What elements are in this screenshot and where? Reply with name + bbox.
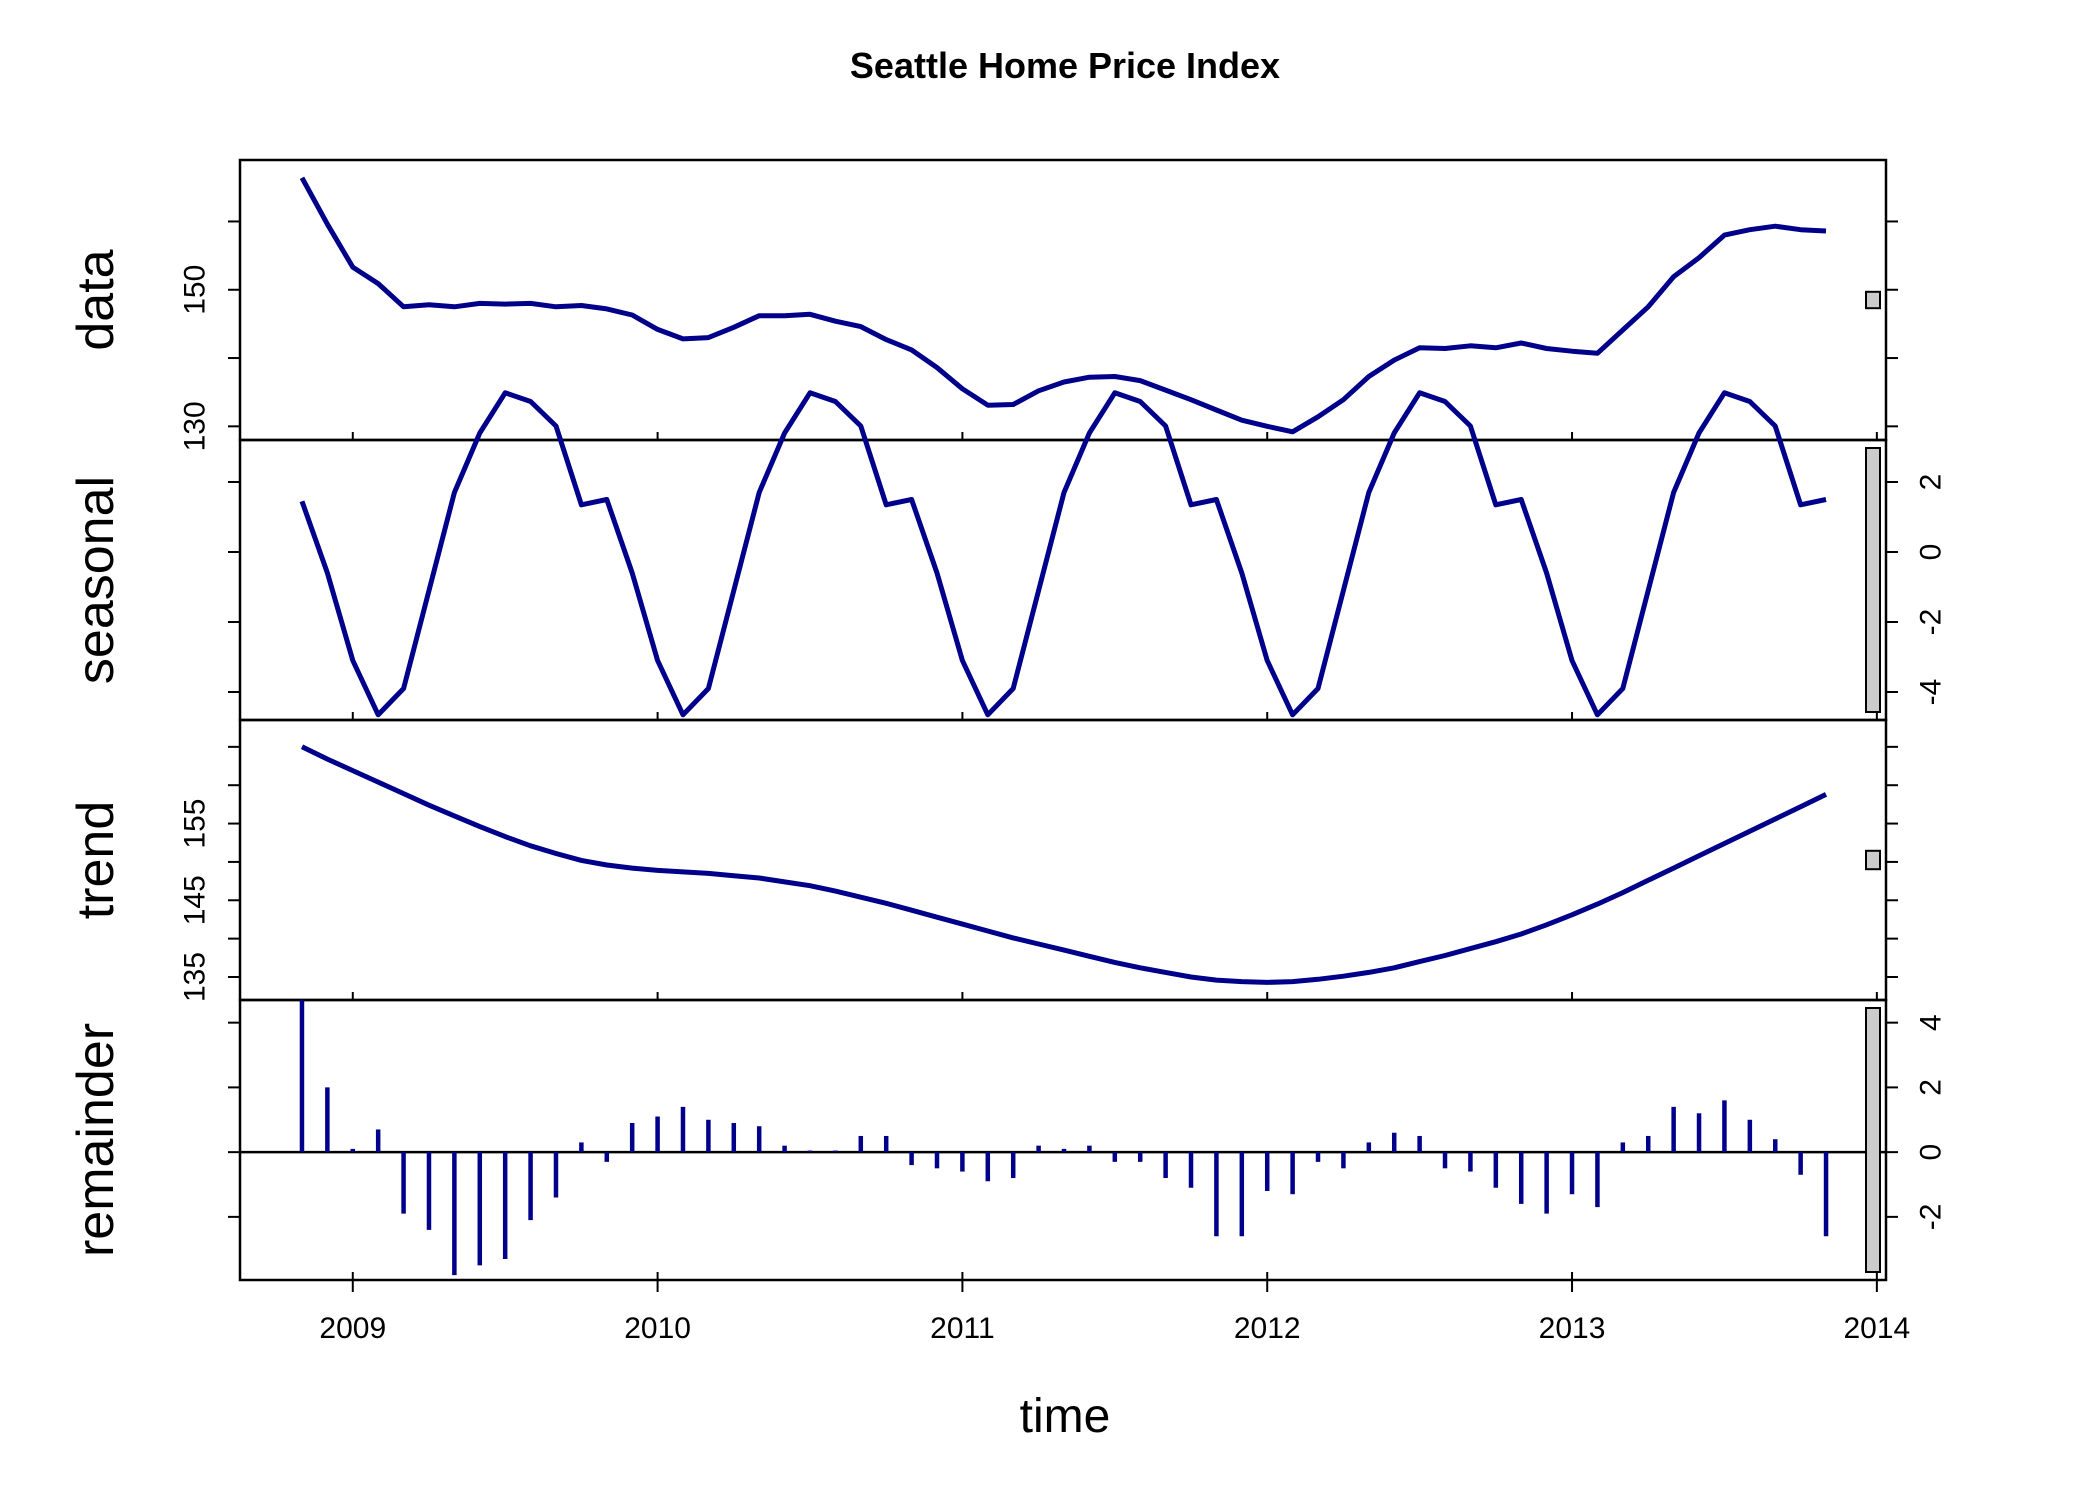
y-tick-label-seasonal-2: 0 bbox=[1915, 544, 1948, 561]
range-bar-remainder bbox=[1865, 1007, 1881, 1273]
x-tick-label-4: 2013 bbox=[1539, 1312, 1606, 1345]
panels-group: 130 150 data -4 -2 0 2 seasonal 135 145 155 trend -2… bbox=[67, 158, 1948, 1282]
panel-trend: 135 145 155 trend bbox=[67, 718, 1898, 1002]
y-tick-label-trend-2: 155 bbox=[179, 799, 212, 849]
x-tick-label-0: 2009 bbox=[319, 1312, 386, 1345]
y-tick-label-seasonal-1: -2 bbox=[1915, 609, 1948, 636]
panel-frame-trend bbox=[238, 718, 1888, 1002]
y-tick-label-remainder-0: -2 bbox=[1915, 1204, 1948, 1231]
panel-frame-seasonal bbox=[238, 438, 1888, 722]
x-tick-label-3: 2012 bbox=[1234, 1312, 1301, 1345]
range-bar-seasonal bbox=[1865, 447, 1881, 713]
chart-title: Seattle Home Price Index bbox=[850, 45, 1280, 86]
panel-frame-remainder bbox=[238, 998, 1888, 1282]
y-tick-label-seasonal-3: 2 bbox=[1915, 474, 1948, 491]
x-axis-label: time bbox=[1020, 1390, 1111, 1443]
panel-data: 130 150 data bbox=[67, 158, 1898, 451]
y-tick-label-seasonal-0: -4 bbox=[1915, 679, 1948, 706]
y-tick-label-trend-0: 135 bbox=[179, 952, 212, 1002]
panel-remainder: -2 0 2 4 remainder bbox=[67, 998, 1948, 1282]
y-tick-label-data-1: 150 bbox=[179, 265, 212, 315]
panel-frame-data bbox=[238, 158, 1888, 442]
range-bar-trend bbox=[1865, 849, 1881, 871]
panel-seasonal: -4 -2 0 2 seasonal bbox=[67, 390, 1948, 722]
x-tick-label-5: 2014 bbox=[1843, 1312, 1910, 1345]
series-line-trend bbox=[300, 744, 1828, 985]
y-tick-label-remainder-1: 0 bbox=[1915, 1144, 1948, 1161]
y-tick-label-remainder-3: 4 bbox=[1915, 1014, 1948, 1031]
x-tick-label-2: 2011 bbox=[930, 1312, 995, 1345]
x-tick-label-1: 2010 bbox=[624, 1312, 691, 1345]
y-tick-label-trend-1: 145 bbox=[179, 875, 212, 925]
y-tick-label-data-0: 130 bbox=[179, 401, 212, 451]
x-axis: 2009 2010 2011 2012 2013 2014 bbox=[319, 432, 1910, 1345]
series-line-seasonal bbox=[299, 390, 1827, 718]
panel-label-trend: trend bbox=[67, 801, 125, 920]
panel-label-seasonal: seasonal bbox=[67, 476, 125, 684]
series-line-data bbox=[299, 176, 1827, 435]
y-tick-label-remainder-2: 2 bbox=[1915, 1079, 1948, 1096]
panel-label-data: data bbox=[67, 249, 125, 350]
range-bar-data bbox=[1865, 290, 1881, 310]
panel-label-remainder: remainder bbox=[67, 1023, 125, 1257]
